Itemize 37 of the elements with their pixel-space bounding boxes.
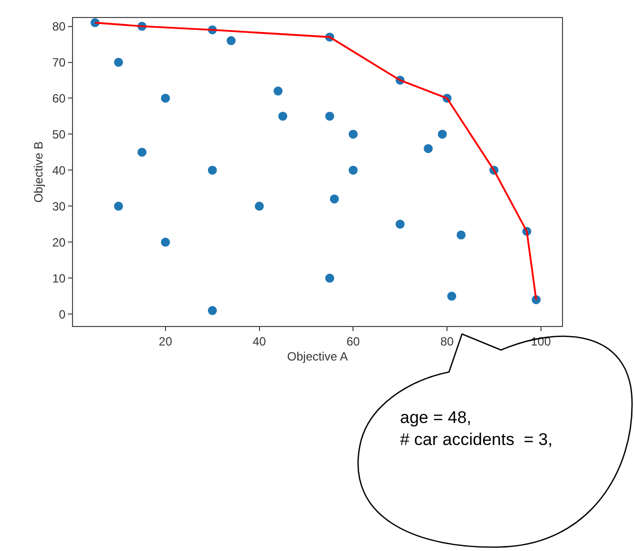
- point: [208, 306, 217, 316]
- point: [348, 166, 358, 175]
- x-axis-title: Objective A: [287, 349, 348, 364]
- point: [330, 194, 339, 204]
- point: [456, 230, 466, 240]
- y-tick-label: 40: [52, 163, 66, 178]
- point: [226, 36, 236, 46]
- x-tick-label: 60: [346, 334, 360, 348]
- y-tick-label: 20: [52, 235, 66, 250]
- point: [325, 274, 334, 283]
- point: [254, 202, 264, 211]
- point: [160, 238, 170, 247]
- point: [114, 202, 124, 211]
- point: [160, 94, 170, 103]
- point: [274, 86, 283, 96]
- point: [114, 58, 124, 67]
- y-tick-label: 50: [52, 127, 66, 142]
- point: [396, 220, 405, 229]
- point: [438, 130, 447, 139]
- x-tick-label: 40: [252, 334, 266, 348]
- point: [208, 166, 217, 175]
- point: [424, 144, 433, 154]
- point: [348, 130, 358, 139]
- y-tick-label: 30: [52, 199, 66, 214]
- point: [447, 292, 456, 301]
- point: [278, 112, 288, 121]
- y-tick-label: 10: [52, 271, 66, 286]
- x-tick-label: 80: [440, 334, 454, 348]
- y-tick-label: 80: [52, 19, 66, 34]
- point: [137, 148, 146, 157]
- point: [325, 112, 334, 121]
- text: age = 48, # car accidents = 3,: [400, 408, 553, 450]
- y-tick-label: 70: [52, 55, 66, 70]
- x-tick-label: 20: [158, 334, 172, 348]
- y-tick-label: 60: [52, 91, 66, 106]
- y-axis-title: Objective B: [32, 141, 46, 203]
- y-tick-label: 0: [58, 307, 66, 322]
